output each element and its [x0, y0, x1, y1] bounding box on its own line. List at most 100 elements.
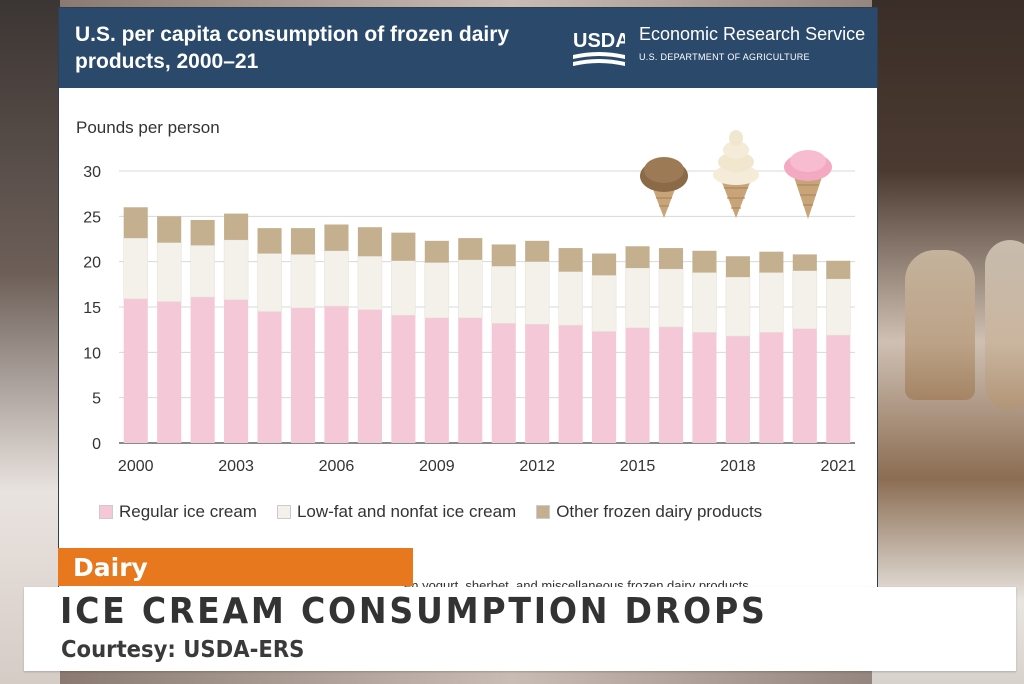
y-axis-label: Pounds per person	[76, 118, 220, 137]
bar-segment	[759, 332, 784, 443]
bar-segment	[558, 248, 583, 272]
bar-segment	[157, 301, 182, 443]
bar-segment	[457, 259, 483, 319]
x-tick-label: 2003	[218, 458, 254, 475]
vanilla-cone-icon	[713, 130, 759, 218]
y-tick-label: 25	[83, 209, 101, 226]
usda-logo-text: USDA	[573, 30, 625, 52]
bar-segment	[391, 315, 416, 443]
bar-segment	[190, 219, 215, 246]
bar-segment	[725, 336, 750, 443]
bar-segment	[692, 272, 717, 333]
bar-segment	[558, 271, 583, 326]
legend-label-lowfat: Low-fat and nonfat ice cream	[296, 502, 517, 521]
strawberry-cone-icon	[784, 150, 832, 219]
x-tick-label: 2021	[820, 458, 856, 475]
bar-segment	[458, 317, 483, 443]
agency-department: U.S. DEPARTMENT OF AGRICULTURE	[639, 52, 810, 62]
bar-segment	[357, 309, 382, 443]
agency-name: Economic Research Service	[639, 24, 866, 44]
lower-third-banner: ICE CREAM CONSUMPTION DROPS Courtesy: US…	[24, 587, 1016, 671]
bar-segment	[591, 275, 617, 332]
bar-segment	[391, 232, 416, 261]
bar-segment	[257, 228, 282, 254]
chart-card: U.S. per capita consumption of frozen da…	[58, 7, 878, 599]
bar-segment	[157, 216, 182, 243]
bar-segment	[324, 250, 349, 307]
bar-segment	[725, 256, 750, 278]
chart-title: U.S. per capita consumption of frozen da…	[75, 23, 510, 73]
y-tick-label: 5	[92, 391, 101, 408]
bar-segment	[123, 237, 149, 300]
y-tick-label: 10	[83, 345, 101, 362]
bar-segment	[558, 325, 583, 443]
bar-segment	[625, 327, 650, 443]
bar-segment	[290, 228, 316, 255]
x-tick-label: 2015	[620, 458, 656, 475]
x-tick-label: 2012	[519, 458, 555, 475]
legend-swatch-regular	[99, 505, 113, 519]
bar-segment	[424, 240, 449, 263]
bar-segment	[190, 245, 215, 298]
bar-segment	[792, 254, 817, 271]
x-tick-label: 2018	[720, 458, 756, 475]
bar-segment	[826, 260, 851, 279]
bar-segment	[792, 270, 818, 330]
bar-segment	[257, 311, 282, 443]
x-tick-label: 2006	[319, 458, 355, 475]
bar-segment	[190, 297, 215, 443]
legend-swatch-lowfat	[276, 505, 291, 519]
bar-segment	[458, 238, 483, 260]
bar-segment	[223, 239, 249, 300]
segment-tab-label: Dairy	[73, 553, 148, 582]
bar-segment	[357, 227, 382, 257]
bar-segment	[625, 246, 650, 269]
usda-logo: USDA	[573, 30, 625, 66]
bar-segment	[357, 255, 383, 310]
bar-segment	[156, 242, 182, 302]
chocolate-cone-icon	[640, 157, 688, 218]
background-cone	[905, 250, 975, 400]
bar-segment	[424, 317, 449, 443]
bar-segment	[324, 224, 349, 251]
bar-segment	[592, 331, 617, 443]
x-tick-label: 2009	[419, 458, 455, 475]
legend-label-other: Other frozen dairy products	[556, 502, 763, 521]
bar-segment	[759, 251, 784, 273]
bar-segment	[592, 253, 617, 276]
bar-segment	[692, 250, 717, 273]
legend-item-other: Other frozen dairy products	[536, 502, 762, 522]
bar-segment	[658, 248, 684, 269]
bar-segment	[759, 272, 784, 333]
bar-segment	[524, 261, 550, 325]
x-tick-label: 2000	[118, 458, 154, 475]
legend-label-regular: Regular ice cream	[119, 502, 257, 521]
bar-segment	[825, 278, 851, 336]
bar-segment	[224, 299, 249, 443]
bar-segment	[625, 267, 650, 329]
bar-segment	[257, 253, 282, 312]
background-left	[0, 0, 60, 684]
bar-segment	[658, 326, 684, 443]
bar-segment	[290, 307, 316, 443]
bar-segment	[491, 244, 516, 267]
bar-segment	[692, 332, 717, 443]
bar-segment	[826, 335, 851, 443]
chart-header: U.S. per capita consumption of frozen da…	[59, 8, 877, 88]
stacked-bar-chart: Pounds per person 0 5 10 15 20 25 30 2000 2003 200…	[76, 118, 856, 475]
bar-segment	[525, 240, 550, 262]
y-tick-label: 30	[83, 164, 101, 181]
bar-segment	[391, 260, 416, 316]
courtesy-credit: Courtesy: USDA-ERS	[61, 637, 305, 663]
bar-segment	[123, 298, 148, 443]
bar-segment	[123, 207, 148, 239]
bar-segment	[324, 306, 349, 443]
segment-tab: Dairy	[58, 548, 413, 586]
bar-segment	[491, 265, 517, 324]
headline: ICE CREAM CONSUMPTION DROPS	[60, 591, 768, 632]
legend-item-regular: Regular ice cream	[99, 502, 257, 522]
legend-item-lowfat: Low-fat and nonfat ice cream	[276, 502, 517, 522]
bar-segment	[525, 324, 550, 443]
bar-segment	[491, 323, 516, 443]
bar-segment	[792, 328, 817, 443]
